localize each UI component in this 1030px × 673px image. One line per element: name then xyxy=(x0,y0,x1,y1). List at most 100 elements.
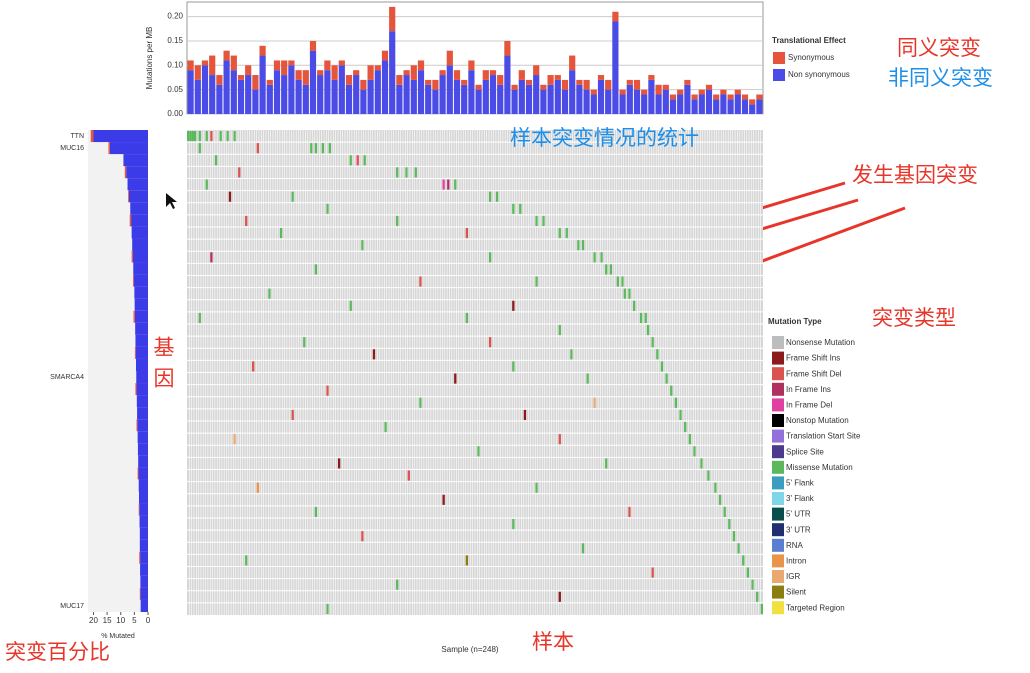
bar-segment xyxy=(713,94,720,100)
mutation-cell xyxy=(670,385,673,396)
bar-segment xyxy=(353,70,360,76)
bar-segment xyxy=(139,491,148,504)
mutation-cell xyxy=(268,288,271,299)
legend-swatch xyxy=(772,382,784,396)
annotation: 样本突变情况的统计 xyxy=(510,126,699,150)
bar-segment xyxy=(374,65,381,71)
bar-segment xyxy=(139,551,141,564)
bar-segment xyxy=(713,99,720,114)
bar-segment xyxy=(741,94,749,100)
mutation-cell xyxy=(760,603,763,614)
mutation-cell xyxy=(245,215,248,226)
bar-segment xyxy=(641,89,648,95)
mutation-cell xyxy=(644,312,647,323)
legend-swatch xyxy=(772,585,784,599)
mutation-cell xyxy=(210,252,213,263)
bar-segment xyxy=(540,84,547,90)
bar-segment xyxy=(317,70,324,76)
mutation-cell xyxy=(349,155,352,166)
mutation-cell xyxy=(465,228,469,239)
bar-segment xyxy=(345,75,353,85)
mutation-cell xyxy=(465,312,469,323)
bar-segment xyxy=(533,65,540,76)
mutation-cell xyxy=(495,191,499,202)
bar-segment xyxy=(619,89,626,95)
mutation-cell xyxy=(570,349,573,360)
mutation-cell xyxy=(674,397,678,408)
legend-swatch xyxy=(773,52,785,64)
bar-segment xyxy=(133,274,148,287)
bar-segment xyxy=(140,575,148,588)
mutation-cell xyxy=(714,482,717,493)
bar-segment xyxy=(209,55,216,76)
mutation-cell xyxy=(488,191,492,202)
legend-swatch xyxy=(772,351,784,365)
mutation-cell xyxy=(233,131,236,142)
mutation-cell xyxy=(665,373,668,384)
mutation-cell xyxy=(337,458,341,469)
bar-segment xyxy=(131,250,133,263)
mutation-cell xyxy=(477,446,480,457)
bar-segment xyxy=(583,79,590,90)
bar-segment xyxy=(324,60,331,71)
mutation-cell xyxy=(214,155,218,166)
cursor xyxy=(166,193,177,209)
legend-swatch xyxy=(772,538,784,552)
legend-label: Non synonymous xyxy=(788,70,850,79)
x-tick-label: 20 xyxy=(89,616,98,625)
mutation-cell xyxy=(303,337,306,348)
bar-segment xyxy=(128,190,148,203)
mutation-cell xyxy=(751,579,754,590)
bar-segment xyxy=(187,60,194,71)
bar-segment xyxy=(360,89,367,114)
x-tick-label: 0 xyxy=(146,616,151,625)
mutation-cell xyxy=(326,385,329,396)
annotation: 非同义突变 xyxy=(888,66,993,90)
bar-segment xyxy=(641,94,648,114)
bar-segment xyxy=(139,539,148,552)
legend-swatch xyxy=(772,523,784,537)
bar-segment xyxy=(547,75,554,85)
y-tick-label: 0.10 xyxy=(167,60,183,69)
legend-label: Frame Shift Ins xyxy=(786,354,840,363)
bar-segment xyxy=(569,55,576,71)
bar-segment xyxy=(324,70,331,114)
bar-segment xyxy=(223,60,230,114)
mutation-cell xyxy=(512,361,515,372)
bar-segment xyxy=(504,55,511,114)
bar-segment xyxy=(230,70,237,114)
bar-segment xyxy=(135,334,148,347)
bar-segment xyxy=(245,65,252,76)
mutation-cell xyxy=(279,228,283,239)
legend-title: Translational Effect xyxy=(772,36,846,45)
mutation-cell xyxy=(656,349,659,360)
mutation-cell xyxy=(314,506,318,517)
bar-segment xyxy=(237,75,245,80)
bar-segment xyxy=(194,79,201,114)
bar-segment xyxy=(554,75,561,80)
bar-segment xyxy=(353,75,360,114)
bar-segment xyxy=(749,99,756,105)
legend-swatch xyxy=(772,460,784,474)
bar-segment xyxy=(439,75,446,114)
bar-segment xyxy=(655,94,662,114)
legend-swatch xyxy=(772,601,784,615)
bar-segment xyxy=(597,79,605,114)
bar-segment xyxy=(302,70,309,85)
bar-segment xyxy=(720,89,727,95)
mutation-cell xyxy=(198,143,201,154)
bar-segment xyxy=(461,79,468,85)
bar-segment xyxy=(134,298,148,311)
mutation-cell xyxy=(396,579,399,590)
mutation-cell xyxy=(746,567,750,578)
bar-segment xyxy=(259,55,266,114)
bar-segment xyxy=(140,551,148,564)
mutation-cell xyxy=(198,312,201,323)
mutation-cell xyxy=(728,519,731,530)
bar-segment xyxy=(135,383,137,396)
x-axis-label: Sample (n=248) xyxy=(441,645,498,654)
gene-label: MUC16 xyxy=(60,145,84,152)
bar-segment xyxy=(131,214,148,227)
bar-segment xyxy=(331,65,338,80)
legend-label: Nonstop Mutation xyxy=(786,416,849,425)
